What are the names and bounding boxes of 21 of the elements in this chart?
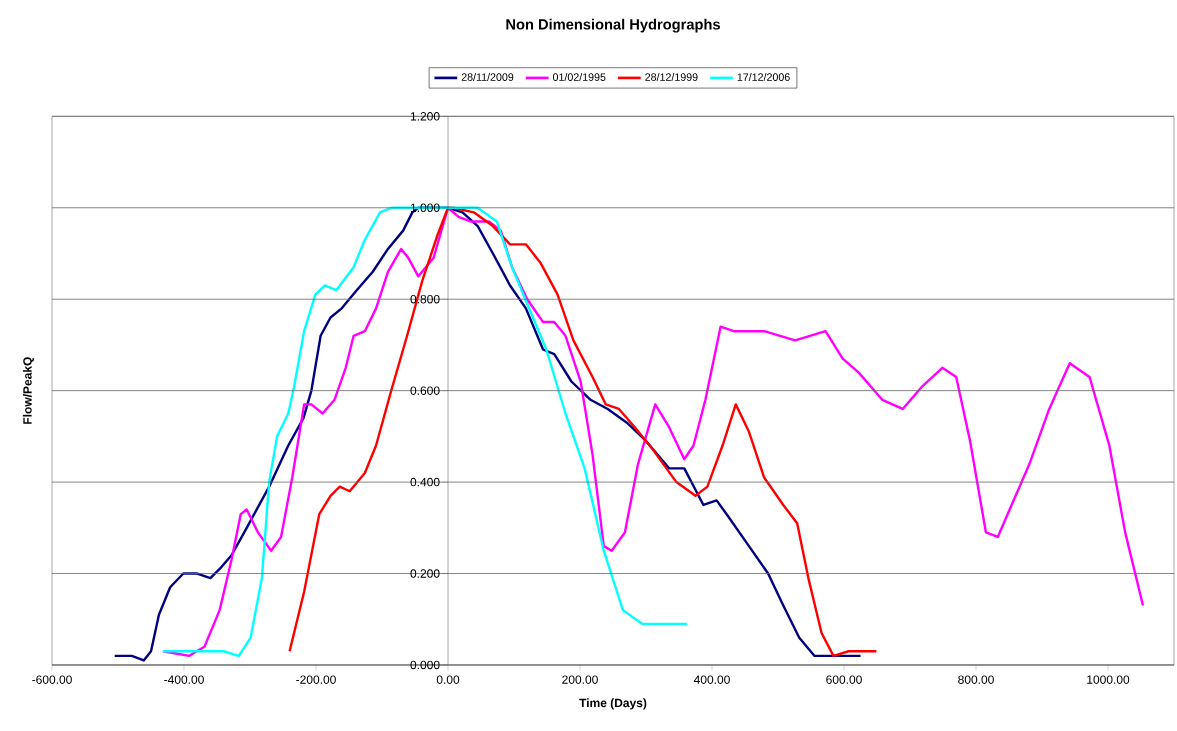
- y-tick-label: 0.400: [410, 477, 440, 487]
- x-tick-label: 1000.00: [1087, 675, 1130, 684]
- y-tick-label: 0.600: [410, 386, 440, 395]
- x-tick-label: -600.00: [32, 675, 72, 684]
- x-tick-label: 400.00: [693, 675, 730, 684]
- x-tick-label: 600.00: [826, 675, 862, 684]
- x-axis-title: Time (Days): [579, 698, 647, 710]
- legend-label: 17/12/2006: [737, 73, 790, 81]
- x-tick-label: -200.00: [296, 675, 336, 684]
- y-tick-label: 1.200: [410, 112, 440, 121]
- legend-label: 01/02/1995: [552, 73, 606, 81]
- legend-label: 28/11/2009: [461, 73, 514, 81]
- y-axis-title: Flow/PeakQ: [22, 357, 34, 424]
- x-tick-label: 0.00: [436, 675, 460, 684]
- legend-label: 28/12/1999: [645, 73, 698, 81]
- x-tick-label: -400.00: [164, 675, 204, 684]
- chart-title: Non Dimensional Hydrographs: [506, 18, 720, 33]
- y-tick-label: 0.200: [410, 569, 440, 578]
- x-tick-label: 800.00: [958, 675, 994, 684]
- y-tick-label: 0.000: [410, 660, 440, 670]
- x-tick-label: 200.00: [562, 675, 598, 684]
